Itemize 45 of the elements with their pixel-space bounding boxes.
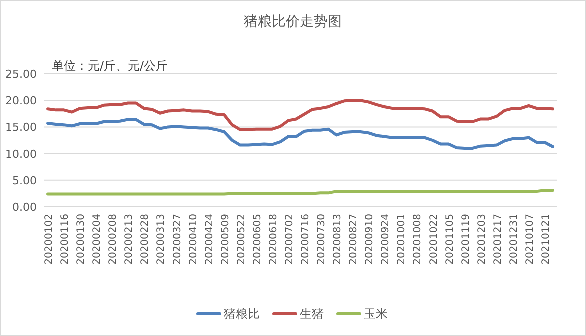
x-tick-label: 20201001: [396, 214, 408, 265]
legend-label: 玉米: [364, 307, 388, 321]
x-tick-label: 20200910: [364, 214, 376, 265]
x-tick-label: 20200130: [76, 214, 88, 265]
x-tick-label: 20200702: [284, 214, 296, 265]
line-series: [46, 118, 554, 150]
x-tick-label: 20200924: [380, 214, 392, 265]
x-tick-label: 20200228: [140, 214, 152, 265]
y-tick-label: 5.00: [12, 174, 37, 188]
x-tick-label: 20200605: [252, 214, 264, 265]
x-tick-label: 20201105: [444, 214, 456, 265]
x-tick-label: 20200522: [236, 214, 248, 265]
x-tick-label: 20200116: [60, 214, 72, 265]
x-tick-label: 20200208: [108, 214, 120, 265]
x-tick-label: 20200813: [332, 214, 344, 265]
x-tick-label: 20201217: [492, 214, 504, 265]
x-tick-label: 20200213: [124, 214, 136, 265]
x-tick-label: 20200730: [316, 214, 328, 265]
x-tick-label: 20201231: [508, 214, 520, 265]
chart-title: 猪粮比价走势图: [244, 14, 342, 30]
y-tick-label: 15.00: [6, 121, 37, 134]
legend-label: 生猪: [300, 307, 324, 321]
x-tick-label: 20201022: [428, 214, 440, 265]
y-tick-label: 0.00: [12, 201, 37, 214]
x-tick-label: 20200204: [92, 214, 104, 265]
y-tick-label: 20.00: [6, 94, 37, 108]
x-tick-label: 20201119: [460, 214, 472, 265]
text: 单位：元/斤、元/公斤: [52, 59, 168, 73]
x-tick-label: 20201008: [412, 214, 424, 265]
x-tick-label: 20200716: [300, 214, 312, 265]
x-tick-label: 20200102: [44, 214, 56, 265]
x-tick-label: 20200410: [188, 214, 200, 265]
y-tick-label: 10.00: [6, 148, 37, 161]
x-tick-label: 20200424: [204, 214, 216, 265]
y-tick-label: 25.00: [6, 68, 37, 81]
x-tick-label: 20200618: [268, 214, 280, 265]
x-tick-label: 20200327: [172, 214, 184, 265]
x-tick-label: 20201203: [476, 214, 488, 265]
legend-label: 猪粮比: [224, 307, 260, 321]
x-tick-label: 20200509: [220, 214, 232, 265]
line-series: [46, 99, 554, 132]
x-tick-label: 20210107: [524, 214, 536, 265]
x-tick-label: 20200313: [156, 214, 168, 265]
x-tick-label: 20200827: [348, 214, 360, 265]
x-tick-label: 20210121: [540, 214, 552, 265]
